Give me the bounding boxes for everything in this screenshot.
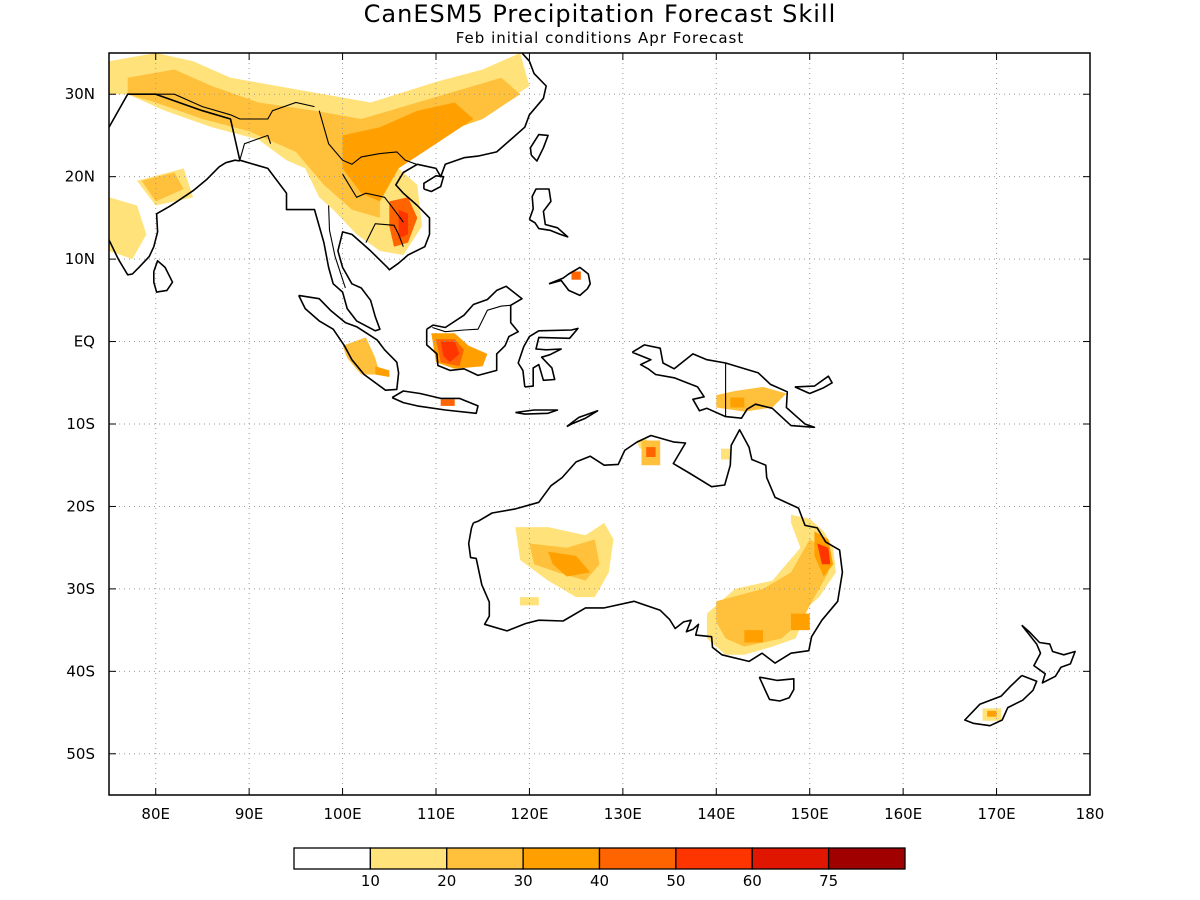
country-border (155, 93, 231, 116)
colorbar-label: 50 (666, 872, 685, 890)
coastline-asia (109, 53, 548, 332)
skill-patch (571, 271, 581, 280)
country-border (342, 173, 404, 223)
coastline-nz-south (963, 674, 1038, 727)
country-border (239, 134, 272, 161)
lat-tick-label: 20S (66, 497, 95, 515)
country-border (318, 110, 417, 165)
colorbar-swatch (751, 847, 830, 870)
skill-patch (141, 172, 184, 202)
coastline-sumatra (297, 294, 400, 392)
colorbar-label: 40 (590, 872, 609, 890)
colorbar-swatch (827, 847, 906, 870)
colorbar-label: 10 (361, 872, 380, 890)
colorbar-swatch (446, 847, 524, 870)
skill-patch (342, 102, 474, 202)
colorbar-swatch (522, 847, 601, 870)
skill-shading (109, 53, 1002, 721)
coastline-new-britain (794, 375, 833, 395)
colorbar-swatch (293, 847, 372, 870)
country-border (230, 101, 315, 120)
lat-tick-label: 30N (65, 85, 95, 103)
skill-patch (744, 630, 763, 643)
country-border (328, 205, 346, 289)
skill-patch (109, 197, 147, 260)
skill-patch (342, 337, 380, 375)
colorbar-swatch (675, 847, 753, 870)
coastline-hainan (423, 175, 445, 193)
figure-title: CanESM5 Precipitation Forecast Skill (363, 0, 837, 28)
figure-subtitle: Feb initial conditions Apr Forecast (455, 29, 745, 47)
coastline-timor (566, 409, 599, 428)
skill-patch (440, 399, 455, 406)
skill-patch (987, 710, 997, 717)
skill-patch (791, 613, 810, 631)
lon-tick-label: 100E (324, 805, 362, 823)
skill-patch (440, 341, 460, 363)
lon-tick-label: 160E (884, 805, 922, 823)
coastlines (109, 53, 1076, 727)
coastline-mindanao (548, 266, 592, 297)
coastline-taiwan (529, 133, 549, 162)
coastline-nz-north (1021, 624, 1076, 684)
coastline-flores (515, 409, 559, 415)
lat-tick-label: 30S (66, 580, 95, 598)
coastline-borneo (425, 285, 523, 377)
lat-tick-label: 40S (66, 662, 95, 680)
lon-tick-label: 90E (235, 805, 264, 823)
skill-patch (730, 397, 745, 408)
coastline-tasmania (758, 676, 795, 702)
skill-patch (127, 69, 521, 218)
colorbar-swatch (369, 847, 448, 870)
skill-patch (646, 447, 656, 457)
lon-tick-label: 130E (604, 805, 642, 823)
lat-tick-label: 10S (66, 415, 95, 433)
colorbar: 10 20 30 40 50 60 75 (293, 847, 906, 890)
coastline-luzon (528, 188, 569, 238)
colorbar-label: 75 (819, 872, 838, 890)
colorbar-swatch (598, 847, 677, 870)
lon-tick-label: 120E (510, 805, 548, 823)
coastline-australia (467, 428, 844, 664)
coastline-india (109, 159, 240, 276)
coastline-new-guinea (631, 344, 816, 429)
country-border (365, 223, 404, 247)
skill-patch (520, 597, 539, 606)
skill-patch (721, 448, 731, 460)
coastline-sulawesi (517, 327, 579, 388)
colorbar-label: 60 (743, 872, 762, 890)
lon-tick-label: 150E (791, 805, 829, 823)
skill-patch (375, 366, 390, 377)
lat-tick-label: 50S (66, 745, 95, 763)
lon-tick-label: 80E (141, 805, 170, 823)
colorbar-label: 20 (437, 872, 456, 890)
lat-tick-label: 20N (65, 168, 95, 186)
axis-ticks: 80E 90E 100E 110E 120E 130E 140E 150E 160E 170E 18… (65, 53, 1105, 823)
lon-tick-label: 110E (417, 805, 455, 823)
skill-patch (548, 551, 591, 577)
lon-tick-label: 170E (978, 805, 1016, 823)
lon-tick-label: 140E (697, 805, 735, 823)
coastline-sri-lanka (153, 259, 174, 293)
lon-tick-label: 180 (1076, 805, 1105, 823)
lat-tick-label: EQ (74, 333, 95, 351)
skill-patch (817, 543, 831, 565)
country-border (432, 304, 511, 333)
coastline-java (391, 390, 479, 415)
skill-patch (398, 209, 408, 239)
graticule (109, 53, 1090, 795)
colorbar-label: 30 (514, 872, 533, 890)
lat-tick-label: 10N (65, 250, 95, 268)
